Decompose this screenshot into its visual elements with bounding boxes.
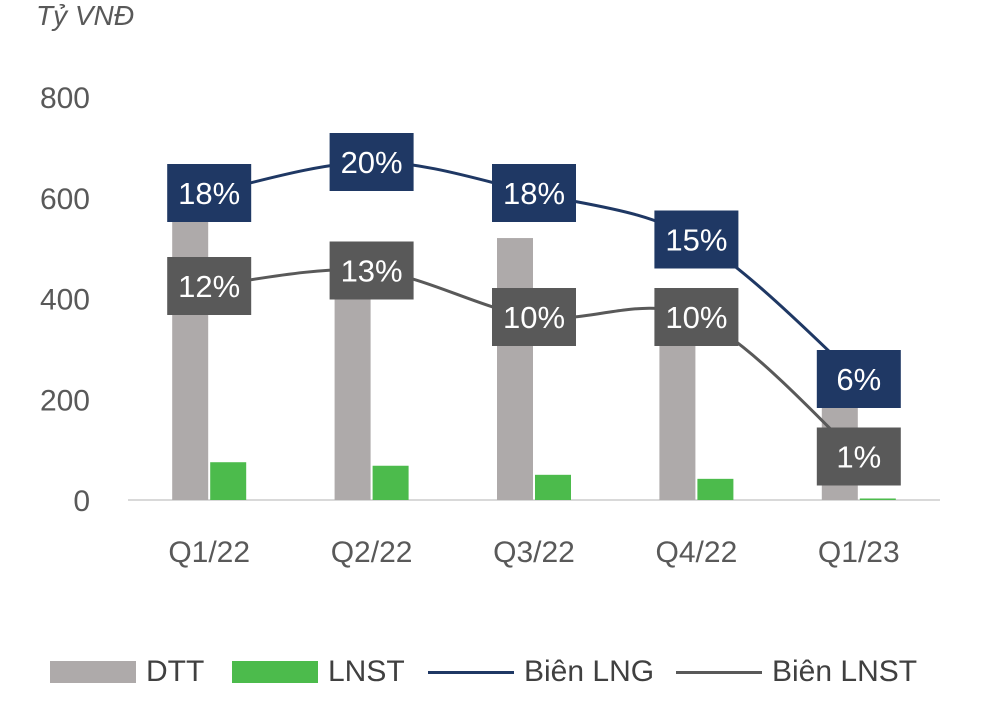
x-tick-label: Q4/22: [656, 536, 738, 569]
x-tick-label: Q3/22: [493, 536, 575, 569]
x-tick-label: Q1/23: [818, 536, 900, 569]
data-label-box: [167, 257, 252, 315]
y-tick-label: 400: [40, 284, 90, 317]
unit-label: Tỷ VNĐ: [36, 0, 134, 31]
data-label: 10%: [503, 300, 565, 335]
legend-swatch-bien-lnst: [676, 670, 762, 674]
y-tick-label: 800: [40, 82, 90, 115]
data-label-box: [816, 427, 901, 486]
legend-label-dtt: DTT: [146, 655, 205, 688]
x-axis-ticks: Q1/22 Q2/22 Q3/22 Q4/22 Q1/23: [168, 536, 899, 569]
legend-item-lnst: LNST: [232, 650, 405, 694]
bars: [172, 220, 896, 501]
bar-lnst-2: [535, 474, 571, 500]
data-label: 18%: [503, 176, 565, 211]
data-label-box: [492, 288, 576, 346]
y-tick-label: 0: [73, 485, 90, 518]
legend-label-bien-lnst: Biên LNST: [772, 655, 918, 688]
data-label: 15%: [665, 223, 727, 258]
bar-dtt-2: [497, 238, 533, 501]
data-label: 6%: [836, 362, 881, 397]
margin-lines: 18% 20% 18% 15% 6% 12% 13% 10% 10% 1%: [167, 133, 901, 486]
data-label: 18%: [178, 176, 240, 211]
data-label-box: [654, 288, 739, 346]
data-label: 12%: [178, 269, 240, 304]
legend-label-bien-lng: Biên LNG: [524, 655, 655, 688]
y-tick-label: 200: [40, 384, 90, 417]
legend: DTT LNST Biên LNG Biên LNST: [0, 650, 1000, 694]
data-label-box: [816, 350, 901, 408]
bar-lnst-1: [372, 465, 409, 500]
y-tick-label: 600: [40, 183, 90, 216]
data-label: 1%: [836, 440, 881, 475]
data-label-box: [492, 164, 576, 222]
x-tick-label: Q2/22: [331, 536, 413, 569]
data-label-box: [167, 164, 252, 222]
x-tick-label: Q1/22: [168, 536, 250, 569]
data-label-box: [329, 241, 414, 300]
bar-dtt-1: [334, 263, 371, 500]
legend-swatch-lnst: [232, 661, 318, 683]
data-label: 20%: [341, 145, 403, 180]
legend-label-lnst: LNST: [328, 655, 405, 688]
legend-item-dtt: DTT: [50, 650, 204, 694]
data-label: 10%: [665, 300, 727, 335]
bar-lnst-4: [859, 498, 896, 500]
legend-swatch-dtt: [50, 661, 136, 683]
legend-item-bien-lnst: Biên LNST: [676, 650, 917, 694]
legend-swatch-bien-lng: [428, 670, 514, 674]
y-axis-ticks: 0 200 400 600 800: [40, 82, 90, 518]
legend-item-bien-lng: Biên LNG: [428, 650, 654, 694]
bar-lnst-0: [210, 462, 247, 500]
data-label-box: [329, 133, 414, 191]
data-label: 13%: [341, 254, 403, 289]
data-label-box: [654, 210, 739, 269]
bar-lnst-3: [697, 478, 734, 500]
